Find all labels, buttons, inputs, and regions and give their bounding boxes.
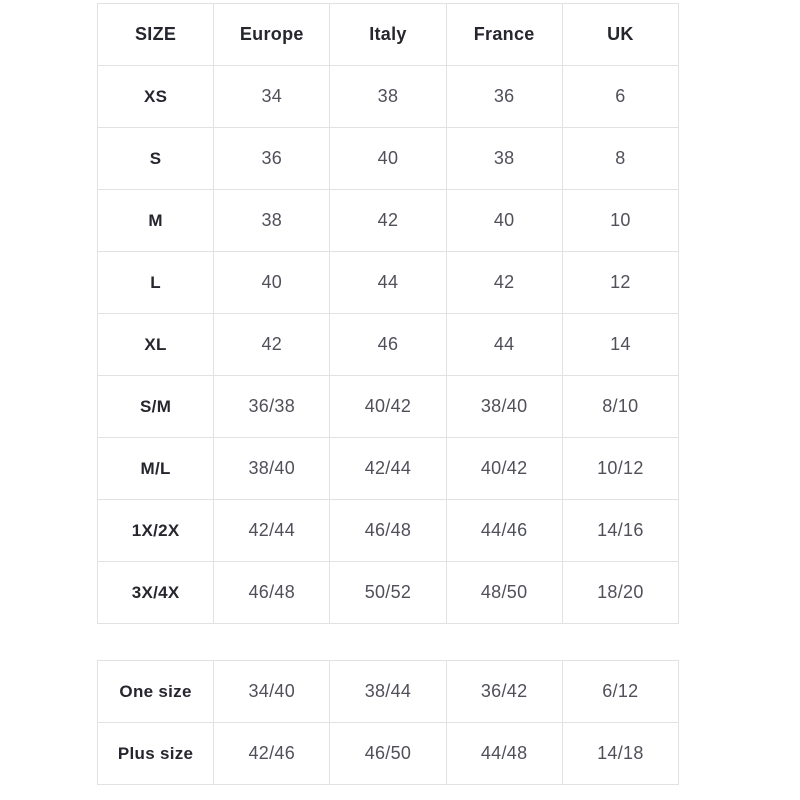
- table-row: 1X/2X 42/44 46/48 44/46 14/16: [96, 499, 680, 562]
- size-value-cell: 36/42: [445, 660, 563, 723]
- size-value-cell: 42/46: [213, 722, 331, 785]
- column-header: Italy: [329, 3, 447, 66]
- size-value-cell: 50/52: [329, 561, 447, 624]
- size-label-cell: XS: [96, 65, 215, 128]
- size-label-cell: XL: [96, 313, 215, 376]
- size-value-cell: 12: [561, 251, 680, 314]
- size-value-cell: 46/50: [329, 722, 447, 785]
- size-value-cell: 44: [329, 251, 447, 314]
- table-row: S 36 40 38 8: [96, 127, 680, 190]
- size-label-cell: 1X/2X: [96, 499, 215, 562]
- table-row: XL 42 46 44 14: [96, 313, 680, 376]
- special-sizes-table: One size 34/40 38/44 36/42 6/12 Plus size 42/4…: [96, 660, 680, 785]
- size-label-cell: S/M: [96, 375, 215, 438]
- size-value-cell: 34: [213, 65, 331, 128]
- size-conversion-table: SIZE Europe Italy France UK XS 34 38 36 6 S 36 40 38 8…: [96, 3, 680, 624]
- size-label-cell: M/L: [96, 437, 215, 500]
- size-value-cell: 40: [445, 189, 563, 252]
- table-row: 3X/4X 46/48 50/52 48/50 18/20: [96, 561, 680, 624]
- size-value-cell: 8: [561, 127, 680, 190]
- size-value-cell: 36/38: [213, 375, 331, 438]
- size-label-cell: One size: [96, 660, 215, 723]
- size-value-cell: 38/40: [445, 375, 563, 438]
- size-value-cell: 38: [445, 127, 563, 190]
- table-row: Plus size 42/46 46/50 44/48 14/18: [96, 722, 680, 785]
- size-value-cell: 40/42: [329, 375, 447, 438]
- column-header: Europe: [213, 3, 331, 66]
- size-value-cell: 40: [329, 127, 447, 190]
- size-value-cell: 6/12: [561, 660, 680, 723]
- size-value-cell: 36: [445, 65, 563, 128]
- size-label-cell: L: [96, 251, 215, 314]
- table-row: M/L 38/40 42/44 40/42 10/12: [96, 437, 680, 500]
- size-value-cell: 48/50: [445, 561, 563, 624]
- size-label-cell: 3X/4X: [96, 561, 215, 624]
- size-chart-page: SIZE Europe Italy France UK XS 34 38 36 6 S 36 40 38 8…: [96, 3, 680, 785]
- table-row: S/M 36/38 40/42 38/40 8/10: [96, 375, 680, 438]
- size-value-cell: 42/44: [213, 499, 331, 562]
- size-value-cell: 14/18: [561, 722, 680, 785]
- size-value-cell: 44/48: [445, 722, 563, 785]
- column-header: SIZE: [96, 3, 215, 66]
- size-value-cell: 10: [561, 189, 680, 252]
- size-value-cell: 10/12: [561, 437, 680, 500]
- size-value-cell: 38: [213, 189, 331, 252]
- size-value-cell: 46/48: [213, 561, 331, 624]
- table-row: M 38 42 40 10: [96, 189, 680, 252]
- size-value-cell: 38: [329, 65, 447, 128]
- size-value-cell: 38/44: [329, 660, 447, 723]
- size-value-cell: 46/48: [329, 499, 447, 562]
- table-row: XS 34 38 36 6: [96, 65, 680, 128]
- size-value-cell: 44/46: [445, 499, 563, 562]
- size-value-cell: 36: [213, 127, 331, 190]
- size-value-cell: 38/40: [213, 437, 331, 500]
- size-value-cell: 34/40: [213, 660, 331, 723]
- size-value-cell: 40/42: [445, 437, 563, 500]
- size-value-cell: 42: [445, 251, 563, 314]
- table-row: L 40 44 42 12: [96, 251, 680, 314]
- size-label-cell: S: [96, 127, 215, 190]
- column-header: UK: [561, 3, 680, 66]
- size-value-cell: 14/16: [561, 499, 680, 562]
- size-value-cell: 6: [561, 65, 680, 128]
- size-value-cell: 40: [213, 251, 331, 314]
- size-value-cell: 46: [329, 313, 447, 376]
- size-value-cell: 42: [213, 313, 331, 376]
- size-value-cell: 14: [561, 313, 680, 376]
- column-header: France: [445, 3, 563, 66]
- table-row: One size 34/40 38/44 36/42 6/12: [96, 660, 680, 723]
- size-value-cell: 44: [445, 313, 563, 376]
- size-label-cell: M: [96, 189, 215, 252]
- size-value-cell: 42: [329, 189, 447, 252]
- size-value-cell: 8/10: [561, 375, 680, 438]
- size-value-cell: 42/44: [329, 437, 447, 500]
- size-label-cell: Plus size: [96, 722, 215, 785]
- size-value-cell: 18/20: [561, 561, 680, 624]
- header-row: SIZE Europe Italy France UK: [96, 3, 680, 66]
